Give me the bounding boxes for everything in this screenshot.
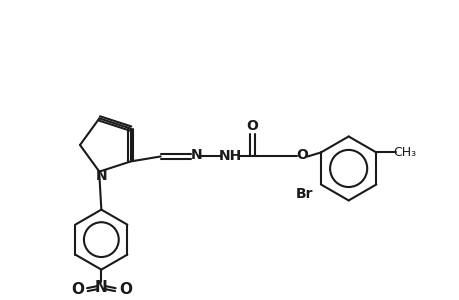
Text: O: O	[71, 282, 84, 297]
Text: O: O	[118, 282, 132, 297]
Text: Br: Br	[296, 188, 313, 202]
Text: CH₃: CH₃	[392, 146, 415, 159]
Text: N: N	[95, 280, 107, 295]
Text: NH: NH	[218, 149, 242, 164]
Text: O: O	[246, 119, 258, 134]
Text: N: N	[190, 148, 202, 163]
Text: O: O	[296, 148, 308, 163]
Text: N: N	[95, 169, 107, 183]
